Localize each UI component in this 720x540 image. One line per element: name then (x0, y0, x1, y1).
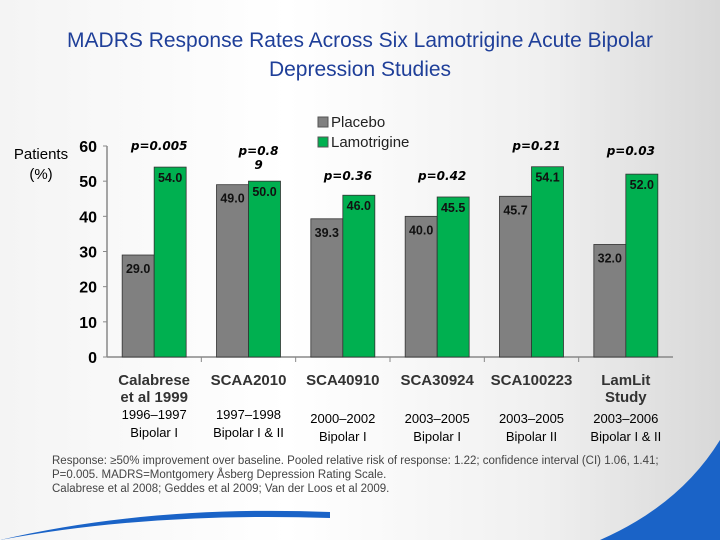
legend-label: Lamotrigine (331, 134, 409, 151)
legend-swatch (317, 116, 329, 128)
study-population: Bipolar I & II (213, 425, 284, 440)
study-period: 2003–2005 Bipolar II (482, 410, 582, 446)
study-years: 2003–2006 (593, 411, 659, 426)
study-period: 2003–2006 Bipolar I & II (576, 410, 676, 446)
data-label: 52.0 (630, 178, 654, 192)
bar-lamotrigine (531, 166, 564, 358)
y-tick-label: 30 (79, 245, 97, 262)
y-tick-label: 40 (79, 209, 97, 226)
study-years: 1996–1997 (121, 407, 187, 422)
p-value-label: p=0.03 (606, 144, 655, 158)
p-value-label: 9 (254, 158, 262, 172)
bar-lamotrigine (436, 196, 470, 358)
study-years: 2003–2005 (498, 411, 565, 426)
y-tick-label: 10 (79, 315, 97, 332)
study-period: 2003–2005 Bipolar I (387, 410, 487, 446)
footnote: Response: ≥50% improvement over baseline… (52, 454, 712, 496)
y-axis-label: Patients (%) (13, 146, 69, 183)
data-label: 29.0 (126, 262, 150, 276)
p-value-label: p=0.36 (323, 169, 372, 183)
bar-lamotrigine (153, 166, 187, 358)
y-tick-label: 0 (88, 350, 97, 367)
data-label: 32.0 (598, 251, 622, 265)
bar-placebo (593, 244, 627, 358)
category-label: SCA100223 (491, 372, 573, 389)
category-label: SCA40910 (306, 372, 379, 389)
study-period: 1996–1997 Bipolar I (104, 406, 204, 442)
y-tick-label: 20 (79, 280, 97, 297)
footnote-line: Calabrese et al 2008; Geddes et al 2009;… (52, 483, 390, 495)
bar-lamotrigine (625, 173, 659, 358)
bar-placebo (404, 215, 438, 358)
category-label: SCA30924 (400, 372, 474, 389)
decorative-swoosh (600, 440, 720, 540)
p-value-label: p=0.21 (511, 139, 560, 153)
p-value-label: p=0.005 (130, 139, 188, 153)
category-label: et al 1999 (120, 389, 188, 406)
category-label: Study (605, 389, 647, 406)
study-years: 2003–2005 (404, 411, 470, 426)
data-label: 54.0 (158, 171, 182, 185)
study-population: Bipolar I & II (590, 429, 662, 444)
data-label: 45.5 (441, 201, 465, 215)
chart-title: MADRS Response Rates Across Six Lamotrig… (67, 29, 653, 81)
decorative-swoosh (0, 510, 330, 540)
p-value-label: p=0.8 (238, 144, 279, 158)
study-years: 2000–2002 (310, 411, 376, 426)
bar-lamotrigine (342, 194, 376, 358)
study-period: 2000–2002 Bipolar I (293, 410, 393, 446)
footnote-line: Response: ≥50% improvement over baseline… (52, 455, 659, 467)
category-label: Calabrese (118, 372, 190, 389)
bar-placebo (310, 218, 344, 358)
study-population: Bipolar I (130, 425, 178, 440)
data-label: 45.7 (503, 203, 527, 217)
p-value-label: p=0.42 (417, 169, 466, 183)
footnote-line: P=0.005. MADRS=Montgomery Åsberg Depress… (52, 469, 387, 481)
legend-label: Placebo (331, 114, 385, 131)
y-tick-label: 50 (79, 174, 97, 191)
data-label: 49.0 (220, 192, 244, 206)
category-label: LamLit (601, 372, 650, 389)
legend-swatch (317, 136, 329, 148)
study-years: 1997–1998 (215, 407, 282, 422)
data-label: 50.0 (252, 185, 276, 199)
study-population: Bipolar I (318, 429, 367, 444)
data-label: 46.0 (347, 199, 371, 213)
data-label: 54.1 (535, 171, 559, 185)
bar-placebo (499, 195, 532, 358)
bar-lamotrigine (248, 180, 281, 358)
study-population: Bipolar I (413, 429, 461, 444)
data-label: 40.0 (409, 223, 433, 237)
study-population: Bipolar II (505, 429, 558, 444)
study-period: 1997–1998 Bipolar I & II (199, 406, 299, 442)
category-label: SCAA2010 (211, 372, 287, 389)
data-label: 39.3 (315, 226, 339, 240)
y-tick-label: 60 (79, 139, 97, 156)
bar-placebo (216, 184, 249, 358)
